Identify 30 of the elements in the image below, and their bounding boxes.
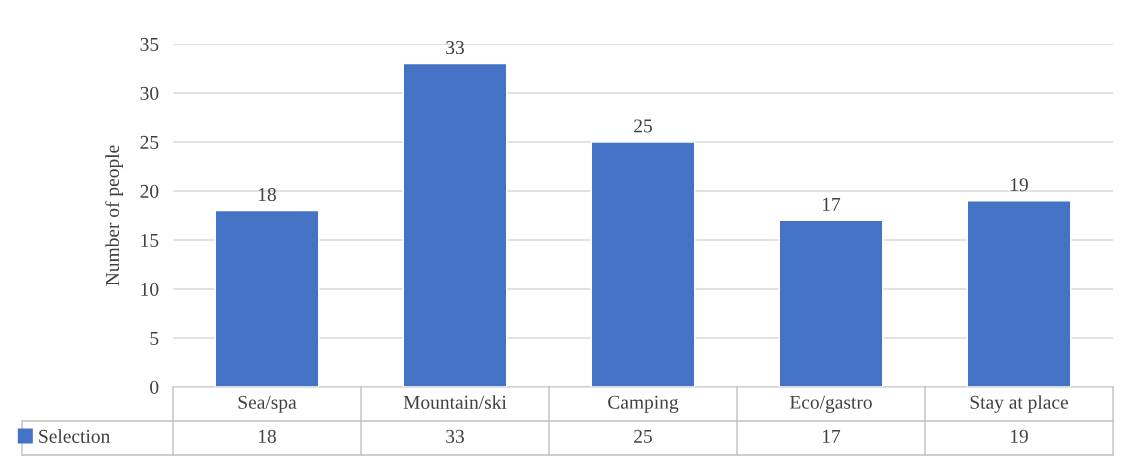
y-tick-label: 15 xyxy=(141,233,159,247)
annotation: 33 xyxy=(446,41,464,55)
data-label: 17 xyxy=(822,429,841,443)
y-tick-label: 20 xyxy=(140,184,159,198)
y-tick-label: 0 xyxy=(150,380,159,394)
legend-label: Selection xyxy=(39,429,110,443)
x-tick-label: Eco/gastro xyxy=(789,395,872,413)
bar xyxy=(214,209,320,387)
data-label: 18 xyxy=(258,429,276,443)
bar xyxy=(778,219,884,387)
y-tick-label: 35 xyxy=(140,37,159,51)
bar xyxy=(590,141,696,387)
data-label: 33 xyxy=(446,429,464,443)
x-tick-label: Mountain/ski xyxy=(403,395,507,409)
x-tick-label: Camping xyxy=(608,395,679,413)
bar xyxy=(402,62,508,387)
y-tick-label: 5 xyxy=(150,332,159,345)
annotation: 25 xyxy=(634,119,652,133)
data-label: 19 xyxy=(1010,429,1028,443)
y-axis-title: Number of people xyxy=(105,145,123,286)
y-tick-label: 10 xyxy=(141,282,159,296)
bar xyxy=(966,200,1072,387)
x-tick-label: Sea/spa xyxy=(238,395,297,413)
annotation: 17 xyxy=(822,197,841,211)
annotation: 18 xyxy=(258,187,276,202)
x-tick-label: Stay at place xyxy=(970,395,1068,413)
y-tick-label: 30 xyxy=(140,86,159,100)
annotation: 19 xyxy=(1010,178,1028,192)
y-tick-label: 25 xyxy=(140,135,159,149)
data-label: 25 xyxy=(634,429,652,443)
